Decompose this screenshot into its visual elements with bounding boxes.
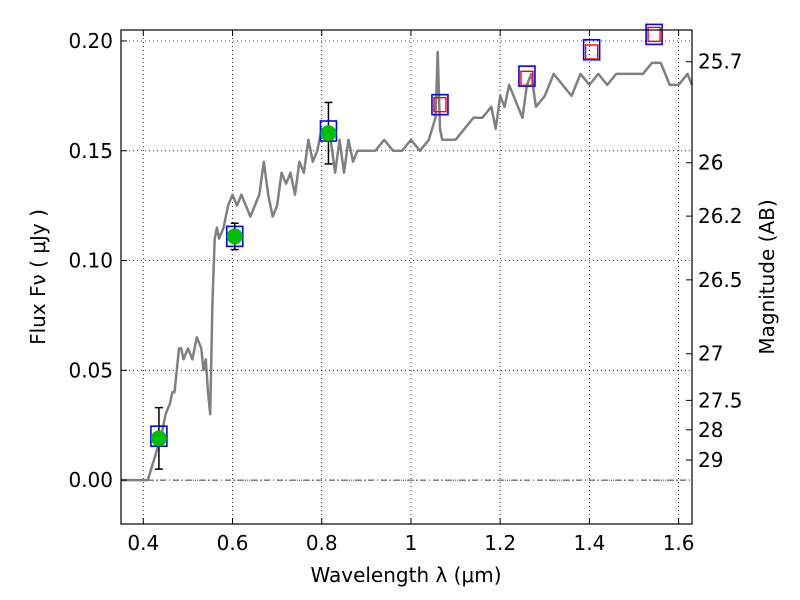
model-small-square xyxy=(584,44,599,60)
spectrum-line xyxy=(121,50,694,482)
y-tick-label: 0.05 xyxy=(68,358,113,382)
model-small-square xyxy=(520,70,534,87)
y-tick-label: 0.10 xyxy=(68,249,113,273)
y2-tick-label: 29 xyxy=(698,448,723,472)
model-small-square xyxy=(647,26,661,43)
model-square xyxy=(645,23,663,46)
y2-tick-label: 26 xyxy=(698,151,723,175)
x-tick-label: 0.8 xyxy=(306,531,338,555)
y2-axis-label: Magnitude (AB) xyxy=(755,199,779,354)
x-axis-label: Wavelength λ (μm) xyxy=(310,563,501,587)
observed-point xyxy=(226,228,243,245)
observed-point xyxy=(150,430,167,447)
y2-tick-label: 25.7 xyxy=(698,50,743,74)
y2-tick-label: 27 xyxy=(698,342,723,366)
model-square xyxy=(518,65,536,87)
model-square xyxy=(431,93,449,116)
x-tick-label: 0.6 xyxy=(217,531,249,555)
y2-tick-label: 26.2 xyxy=(698,204,743,228)
model-small-square xyxy=(433,96,447,113)
series-layer xyxy=(121,23,694,482)
model-square xyxy=(582,38,601,61)
x-tick-label: 1 xyxy=(405,531,418,555)
x-tick-label: 1.4 xyxy=(573,531,605,555)
plot-background xyxy=(121,30,692,524)
y2-tick-label: 27.5 xyxy=(698,388,743,412)
x-tick-label: 1.6 xyxy=(663,531,695,555)
x-tick-label: 0.4 xyxy=(127,531,159,555)
y2-tick-label: 26.5 xyxy=(698,268,743,292)
plot-frame xyxy=(120,29,693,525)
x-tick-label: 1.2 xyxy=(484,531,516,555)
ticks: 0.4 0.6 0.8 1 1.2 1.4 1.6 0.00 0.05 0.10 0.15 0.20 2… xyxy=(68,29,742,555)
y-tick-label: 0.15 xyxy=(68,139,113,163)
observed-point xyxy=(320,125,337,142)
y-tick-label: 0.00 xyxy=(68,468,113,492)
y-tick-label: 0.20 xyxy=(68,29,113,53)
y-axis-label: Flux Fν ( μJy ) xyxy=(26,209,50,345)
y2-tick-label: 28 xyxy=(698,418,723,442)
